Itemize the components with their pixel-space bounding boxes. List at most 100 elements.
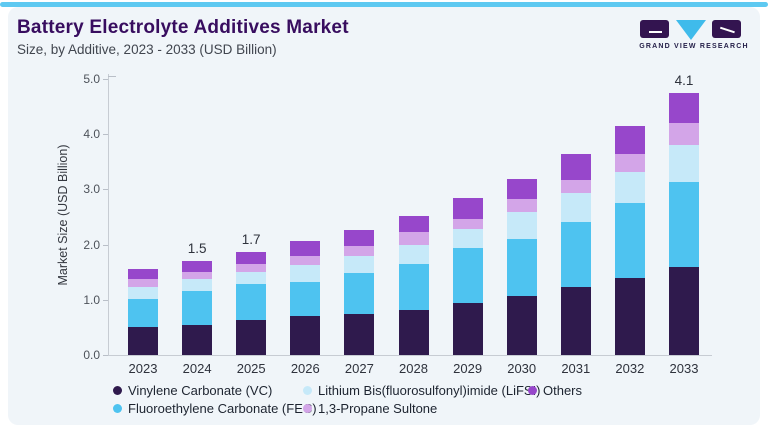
bar-segment-2031-s2: [560, 192, 591, 222]
y-tick-mark: [103, 79, 108, 80]
bar-segment-2032-s3: [614, 154, 645, 172]
bar-value-label-2024: 1.5: [187, 240, 207, 256]
bar-segment-2033-s1: [669, 182, 699, 267]
y-tick-mark: [103, 355, 108, 356]
bar-segment-2030-s4: [506, 179, 537, 200]
page-subtitle: Size, by Additive, 2023 - 2033 (USD Bill…: [17, 42, 277, 57]
bar-segment-2024-s2: [182, 279, 213, 291]
logo-left-glyph: [649, 31, 662, 33]
bar-segment-2032-s1: [614, 203, 645, 278]
y-tick-label: 4.0: [83, 127, 100, 142]
x-tick-label-2028: 2028: [399, 361, 428, 376]
bar-segment-2024-s3: [182, 271, 213, 280]
page-title: Battery Electrolyte Additives Market: [17, 17, 349, 38]
y-tick-mark: [103, 244, 108, 246]
bar-segment-2029-s4: [452, 198, 483, 219]
bar-segment-2033-s3: [669, 123, 699, 145]
bar-segment-2030-s3: [506, 199, 537, 213]
bar-segment-2023-s3: [128, 279, 158, 288]
legend-item-1: Fluoroethylene Carbonate (FEC): [113, 400, 317, 416]
bar-segment-2025-s4: [236, 252, 267, 264]
legend-color-dot: [113, 385, 122, 395]
legend-color-dot: [303, 385, 312, 395]
bar-segment-2030-s1: [506, 238, 537, 296]
x-tick-label-2025: 2025: [236, 361, 266, 376]
bar-segment-2024-s1: [182, 290, 213, 325]
x-tick-label-2033: 2033: [669, 361, 699, 376]
y-tick-label: 1.0: [83, 292, 100, 307]
x-tick-label-2023: 2023: [128, 361, 158, 376]
bar-segment-2032-s0: [614, 277, 645, 355]
y-tick-mark: [103, 189, 108, 191]
bar-segment-2025-s3: [236, 263, 267, 273]
bar-segment-2030-s0: [506, 295, 537, 355]
bar-segment-2027-s2: [344, 256, 375, 273]
bar-segment-2031-s4: [560, 154, 591, 180]
bar-segment-2025-s0: [236, 319, 267, 355]
x-tick-label-2031: 2031: [561, 361, 591, 376]
bar-segment-2032-s4: [614, 125, 645, 155]
bar-segment-2029-s0: [452, 303, 483, 355]
bar-segment-2023-s1: [128, 298, 158, 328]
bar-segment-2026-s2: [290, 265, 321, 282]
bar-segment-2033-s0: [669, 266, 699, 355]
bar-segment-2026-s4: [290, 241, 321, 257]
bar-segment-2026-s3: [290, 256, 321, 266]
logo-wordmark: GRAND VIEW RESEARCH: [639, 43, 749, 50]
legend-label: Fluoroethylene Carbonate (FEC): [128, 400, 317, 416]
bar-segment-2024-s4: [182, 260, 213, 272]
x-tick-label-2026: 2026: [290, 361, 320, 376]
y-tick-label: 5.0: [83, 72, 100, 86]
x-tick-label-2024: 2024: [182, 361, 212, 376]
logo-triangle-icon: [676, 20, 706, 40]
bar-segment-2028-s0: [398, 309, 429, 355]
bar-segment-2027-s1: [344, 272, 375, 314]
bar-segment-2033-s4: [669, 92, 699, 124]
bar-segment-2032-s2: [614, 171, 645, 204]
bar-segment-2030-s2: [506, 212, 537, 239]
x-tick-label-2030: 2030: [507, 361, 537, 376]
legend-color-dot: [528, 385, 537, 395]
legend-label: Vinylene Carbonate (VC): [128, 382, 273, 398]
bar-segment-2023-s2: [128, 287, 158, 299]
y-axis-line: [108, 74, 109, 355]
x-tick-label-2027: 2027: [344, 361, 374, 376]
y-axis-title: Market Size (USD Billion): [56, 144, 70, 286]
bar-segment-2026-s0: [290, 316, 321, 355]
y-tick-mark: [103, 299, 108, 301]
bar-segment-2029-s1: [452, 248, 483, 304]
legend-item-0: Vinylene Carbonate (VC): [113, 382, 273, 398]
bar-segment-2031-s1: [560, 221, 591, 288]
bar-segment-2025-s1: [236, 283, 267, 320]
y-tick-label: 2.0: [83, 237, 100, 252]
y-axis-top-tick: [108, 76, 116, 77]
legend-item-2: Lithium Bis(fluorosulfonyl)imide (LiFSI): [303, 382, 541, 398]
bar-segment-2028-s1: [398, 264, 429, 310]
bar-segment-2028-s2: [398, 244, 429, 265]
bar-segment-2028-s4: [398, 215, 429, 233]
legend-color-dot: [303, 403, 312, 413]
x-tick-label-2032: 2032: [615, 361, 645, 376]
x-axis-line: [108, 355, 712, 356]
bar-segment-2025-s2: [236, 272, 267, 284]
bar-segment-2029-s2: [452, 228, 483, 249]
bar-segment-2027-s0: [344, 313, 375, 355]
bar-segment-2023-s4: [128, 269, 158, 280]
legend-label: Lithium Bis(fluorosulfonyl)imide (LiFSI): [318, 382, 541, 398]
bar-segment-2027-s4: [344, 229, 375, 247]
y-tick-mark: [103, 134, 108, 136]
bar-segment-2023-s0: [128, 327, 158, 355]
accent-strip: [0, 2, 768, 7]
y-tick-label: 3.0: [83, 182, 100, 197]
bar-segment-2024-s0: [182, 324, 213, 355]
x-tick-label-2029: 2029: [453, 361, 483, 376]
legend-label: 1,3-Propane Sultone: [318, 400, 438, 416]
bar-segment-2028-s3: [398, 232, 429, 245]
bar-value-label-2033: 4.1: [674, 72, 694, 88]
bar-segment-2033-s2: [669, 144, 699, 183]
bar-segment-2031-s3: [560, 180, 591, 193]
bar-segment-2027-s3: [344, 246, 375, 257]
bar-segment-2026-s1: [290, 281, 321, 317]
